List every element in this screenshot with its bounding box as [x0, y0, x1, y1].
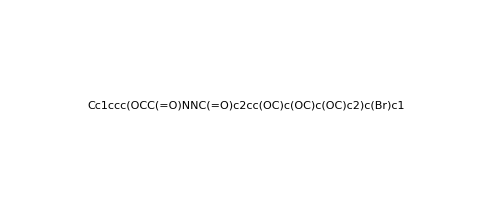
Text: Cc1ccc(OCC(=O)NNC(=O)c2cc(OC)c(OC)c(OC)c2)c(Br)c1: Cc1ccc(OCC(=O)NNC(=O)c2cc(OC)c(OC)c(OC)c… [87, 101, 405, 111]
